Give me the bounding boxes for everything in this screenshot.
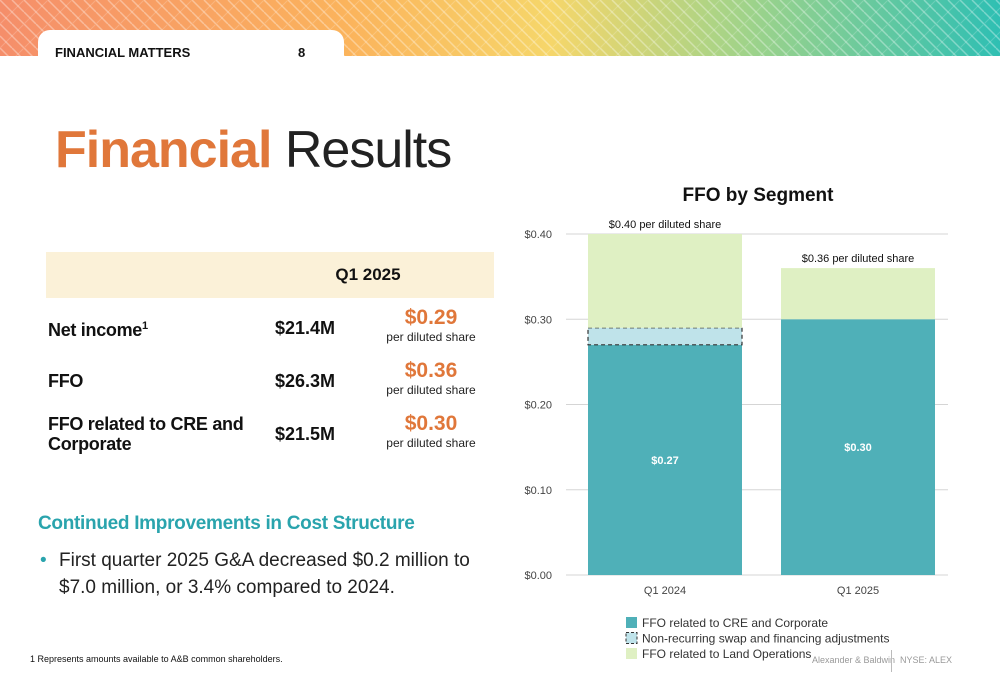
table-row: FFO $26.3M $0.36 per diluted share [46,359,494,409]
page-title-accent: Financial [55,121,272,179]
y-tick-label: $0.30 [524,314,552,326]
metric-label: Net income [48,320,143,340]
cost-structure-bullet: • First quarter 2025 G&A decreased $0.2 … [40,547,480,601]
per-share-value: $0.29 [404,306,458,329]
per-share-value: $0.30 [404,412,458,435]
metric-per-share: $0.29 per diluted share [381,306,481,345]
bullet-text: First quarter 2025 G&A decreased $0.2 mi… [59,550,470,598]
bullet-icon: • [40,550,47,571]
company-brand: Alexander & Baldwin [812,655,896,665]
bar-segment [588,234,742,328]
period-column-header: Q1 2025 [335,265,401,284]
cost-structure-heading: Continued Improvements in Cost Structure [38,513,415,534]
metric-total: $21.5M [275,424,336,444]
legend-swatch [625,632,638,644]
metric-name: Net income1 [48,316,148,340]
metric-label-line-2: Corporate [48,434,132,454]
bar-segment [588,344,742,575]
per-share-note: per diluted share [386,330,476,344]
legend-swatch [626,648,637,659]
metric-per-share: $0.30 per diluted share [381,412,481,451]
legend-label: Non-recurring swap and financing adjustm… [642,632,889,646]
metric-name: FFO [48,371,84,391]
bar-segment [781,268,935,320]
y-tick-label: $0.20 [524,400,552,412]
results-table-header: Q1 2025 [46,252,494,298]
bar-value-label: $0.30 [844,442,872,454]
per-share-note: per diluted share [386,383,476,397]
footnote-marker: 1 [142,320,148,332]
metric-per-share: $0.36 per diluted share [381,359,481,398]
section-label: FINANCIAL MATTERS [55,45,191,60]
x-tick-label: Q1 2025 [837,585,879,597]
y-tick-label: $0.00 [524,570,552,582]
metric-label-line-1: FFO related to CRE and [48,414,244,434]
ticker-symbol: NYSE: ALEX [900,655,953,665]
page-number: 8 [298,45,306,60]
legend-label: FFO related to CRE and Corporate [642,616,828,630]
chart-title: FFO by Segment [683,185,835,206]
bar-segment [587,327,743,346]
header-tab [38,30,344,64]
bar-segment [781,319,935,575]
bar-total-label: $0.40 per diluted share [609,219,722,231]
y-tick-label: $0.40 [524,229,552,241]
bar-total-label: $0.36 per diluted share [802,253,915,265]
bar-value-label: $0.27 [651,455,679,467]
table-row: Net income1 $21.4M $0.29 per diluted sha… [46,304,494,354]
page-title-rest: Results [284,121,452,179]
table-row: FFO related to CRE and Corporate $21.5M $… [46,412,494,462]
metric-name: FFO related to CRE and Corporate [48,414,244,454]
footer-divider [891,650,892,672]
per-share-value: $0.36 [404,359,458,382]
x-tick-label: Q1 2024 [644,585,686,597]
page-title: Financial Results [55,118,452,182]
footnote: 1 Represents amounts available to A&B co… [30,654,283,664]
legend-swatch [626,617,637,628]
metric-total: $26.3M [275,371,336,391]
y-tick-label: $0.10 [524,485,552,497]
metric-total: $21.4M [275,318,336,338]
ffo-segment-chart: FFO by Segment $0.00 $0.10 $0.20 $0.30 $0.40 $… [524,185,948,661]
legend-label: FFO related to Land Operations [642,647,811,661]
per-share-note: per diluted share [386,436,476,450]
